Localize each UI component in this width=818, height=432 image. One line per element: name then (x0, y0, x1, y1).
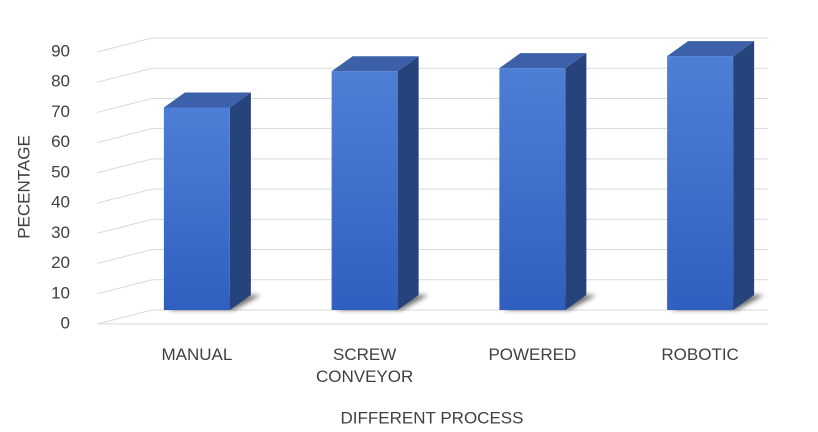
gridlines (96, 37, 768, 325)
bar (667, 41, 765, 310)
y-tick-label: 90 (51, 41, 70, 60)
bar (163, 92, 261, 310)
bar-side (565, 53, 587, 311)
x-tick-label: MANUAL (161, 345, 232, 364)
x-axis-categories: MANUAL SCREW CONVEYOR POWERED ROBOTIC (161, 345, 738, 386)
bars (163, 41, 765, 311)
y-tick-label: 20 (51, 253, 70, 272)
y-axis-title: PECENTAGE (14, 135, 33, 239)
x-tick-label: POWERED (488, 345, 576, 364)
y-tick-label: 60 (51, 132, 70, 151)
bar-top (163, 92, 251, 108)
y-tick-label: 50 (51, 162, 70, 181)
bar-top (331, 56, 419, 72)
bar (331, 56, 429, 311)
x-tick-label: SCREW CONVEYOR (316, 345, 413, 386)
gridline (96, 309, 768, 325)
y-tick-label: 10 (51, 283, 70, 302)
x-axis-title: DIFFERENT PROCESS (341, 408, 524, 427)
bar-front (667, 56, 734, 310)
bar-side (397, 56, 419, 311)
y-axis-ticks: 0 10 20 30 40 50 60 70 80 90 (51, 41, 70, 332)
y-tick-label: 30 (51, 223, 70, 242)
bar-top (499, 53, 587, 69)
x-tick-label: ROBOTIC (661, 345, 738, 364)
bar-front (499, 68, 566, 310)
y-tick-label: 40 (51, 193, 70, 212)
y-tick-label: 70 (51, 102, 70, 121)
bar-side (733, 41, 755, 310)
bar-side (229, 92, 251, 310)
y-tick-label: 80 (51, 72, 70, 91)
bar-top (667, 41, 755, 57)
bar-front (163, 107, 230, 310)
bar (499, 53, 597, 311)
y-tick-label: 0 (61, 313, 70, 332)
bar-front (331, 71, 398, 310)
gridline (96, 37, 768, 53)
